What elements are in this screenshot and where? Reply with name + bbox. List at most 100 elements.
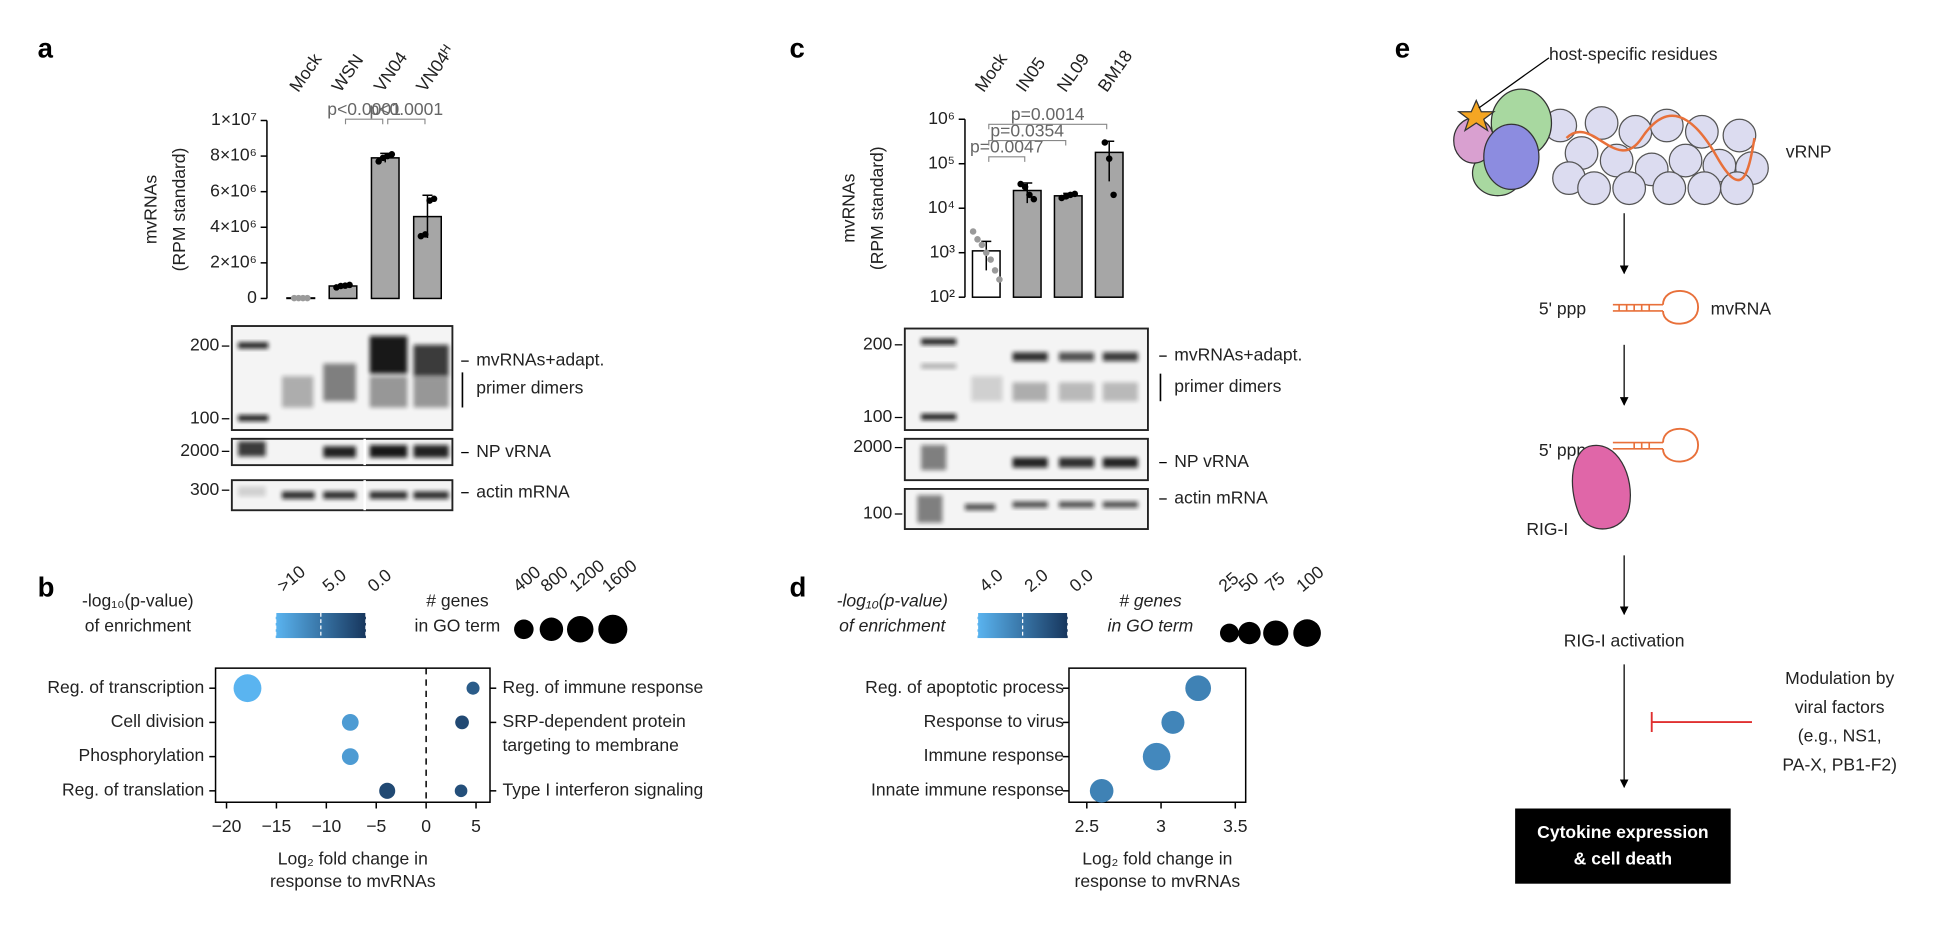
x-tick-label: −10	[311, 816, 341, 836]
five-prime-label: 5' ppp	[1539, 298, 1586, 318]
term-label: targeting to membrane	[503, 735, 679, 755]
y-tick-label: 2×10⁶	[210, 251, 257, 271]
colorbar-label: 0.0	[364, 565, 396, 596]
band-label: primer dimers	[476, 377, 583, 397]
term-label: Cell division	[111, 711, 205, 731]
term-label: Reg. of immune response	[503, 677, 704, 697]
y-tick-label: 6×10⁶	[210, 180, 257, 200]
size-legend-title: in GO term	[415, 615, 501, 635]
data-point	[1021, 183, 1029, 191]
gel-band	[369, 376, 408, 408]
x-tick-label: Mock	[285, 49, 326, 95]
ladder-label: 2000	[853, 436, 892, 456]
data-point	[1110, 191, 1117, 199]
term-dot	[341, 748, 359, 766]
y-tick-label: 8×10⁶	[210, 145, 257, 165]
ladder-label: 100	[863, 406, 893, 426]
band-label: primer dimers	[1174, 376, 1281, 396]
vrnp-illustration	[1543, 106, 1769, 206]
y-tick-label: 10³	[930, 241, 956, 261]
x-tick-label: 5	[471, 816, 481, 836]
bar	[370, 157, 400, 300]
gel-band	[921, 413, 957, 421]
rig-i-label: RIG-I	[1526, 519, 1568, 539]
modulation-text: Modulation by	[1785, 668, 1894, 688]
term-label: Reg. of transcription	[47, 677, 204, 697]
hairpin-stem	[1612, 441, 1664, 450]
term-label: SRP-dependent protein	[503, 711, 686, 731]
color-legend-title: of enrichment	[85, 615, 191, 635]
data-point	[346, 281, 353, 289]
outcome-box	[1515, 808, 1731, 884]
data-point	[375, 158, 382, 165]
term-dot	[455, 715, 469, 730]
size-legend-label: 75	[1261, 568, 1289, 596]
polymerase-subunit	[1483, 123, 1540, 191]
gel-band	[1058, 382, 1095, 402]
gel-band	[369, 336, 408, 374]
y-tick-label: 0	[247, 287, 257, 307]
term-dot	[379, 782, 396, 799]
y-axis-label: (RPM standard)	[867, 146, 887, 270]
data-point	[974, 236, 981, 243]
bar	[1053, 195, 1083, 298]
size-legend-dot	[1263, 620, 1289, 646]
gel-band	[1012, 501, 1048, 508]
gel-band	[238, 342, 269, 349]
pathway-diagram: host-specific residues vRNP 5' ppp mvRNA…	[1453, 44, 1897, 884]
data-point	[983, 249, 990, 256]
size-legend-dot	[514, 619, 534, 640]
x-tick-label: 3	[1156, 816, 1166, 836]
ladder-label: 300	[190, 479, 220, 499]
star-icon	[1456, 98, 1496, 133]
inhibition-line	[1650, 712, 1752, 733]
gel-band	[413, 344, 449, 377]
gel-band	[281, 491, 315, 499]
x-tick-label: −20	[212, 816, 242, 836]
rna-strand	[1565, 114, 1756, 182]
term-dot	[466, 681, 480, 695]
band-label: actin mRNA	[476, 481, 570, 501]
gel-band	[971, 376, 1003, 402]
colorbar-label: 0.0	[1065, 565, 1097, 596]
p-value-label: p<0.0001	[327, 99, 401, 119]
band-label: actin mRNA	[1174, 488, 1268, 508]
activation-label: RIG-I activation	[1564, 630, 1685, 650]
x-tick-label: NL09	[1053, 50, 1093, 96]
ladder-label: 100	[863, 503, 893, 523]
x-tick-label: −5	[366, 816, 386, 836]
gel-band	[917, 495, 943, 523]
gel-band	[1102, 457, 1138, 468]
color-legend-title: -log₁₀(p-value)	[837, 590, 948, 610]
gel-band	[323, 363, 356, 402]
x-tick-label: BM18	[1094, 46, 1137, 95]
five-prime-label: 5' ppp	[1539, 440, 1586, 460]
comparison-bracket	[988, 139, 1067, 146]
size-legend-label: 100	[1292, 562, 1327, 596]
pointer-line	[1478, 57, 1550, 109]
panel-label: d	[790, 571, 807, 602]
gel-band	[964, 503, 996, 511]
gel-band	[413, 376, 449, 408]
size-legend-title: # genes	[426, 590, 489, 610]
nucleoprotein	[1684, 114, 1719, 149]
modulation-text: (e.g., NS1,	[1798, 726, 1882, 746]
comparison-bracket	[988, 123, 1108, 130]
colorbar-label: >10	[273, 561, 309, 596]
ladder-label: 100	[190, 407, 220, 427]
term-label: Innate immune response	[871, 779, 1064, 799]
size-legend-dot	[1219, 623, 1239, 643]
y-tick-label: 10⁴	[928, 197, 955, 217]
gel-band	[238, 414, 269, 422]
nucleoprotein	[1649, 108, 1684, 143]
hairpin-stem	[1612, 303, 1664, 312]
data-point	[991, 267, 999, 274]
ladder-label: 200	[190, 335, 220, 355]
gel-band	[1012, 457, 1048, 468]
nucleoprotein	[1722, 118, 1757, 153]
y-tick-label: 4×10⁶	[210, 216, 257, 236]
data-point	[430, 195, 438, 203]
term-dot	[341, 714, 359, 731]
nucleoprotein	[1668, 143, 1703, 178]
mvrna-label: mvRNA	[1711, 298, 1772, 318]
